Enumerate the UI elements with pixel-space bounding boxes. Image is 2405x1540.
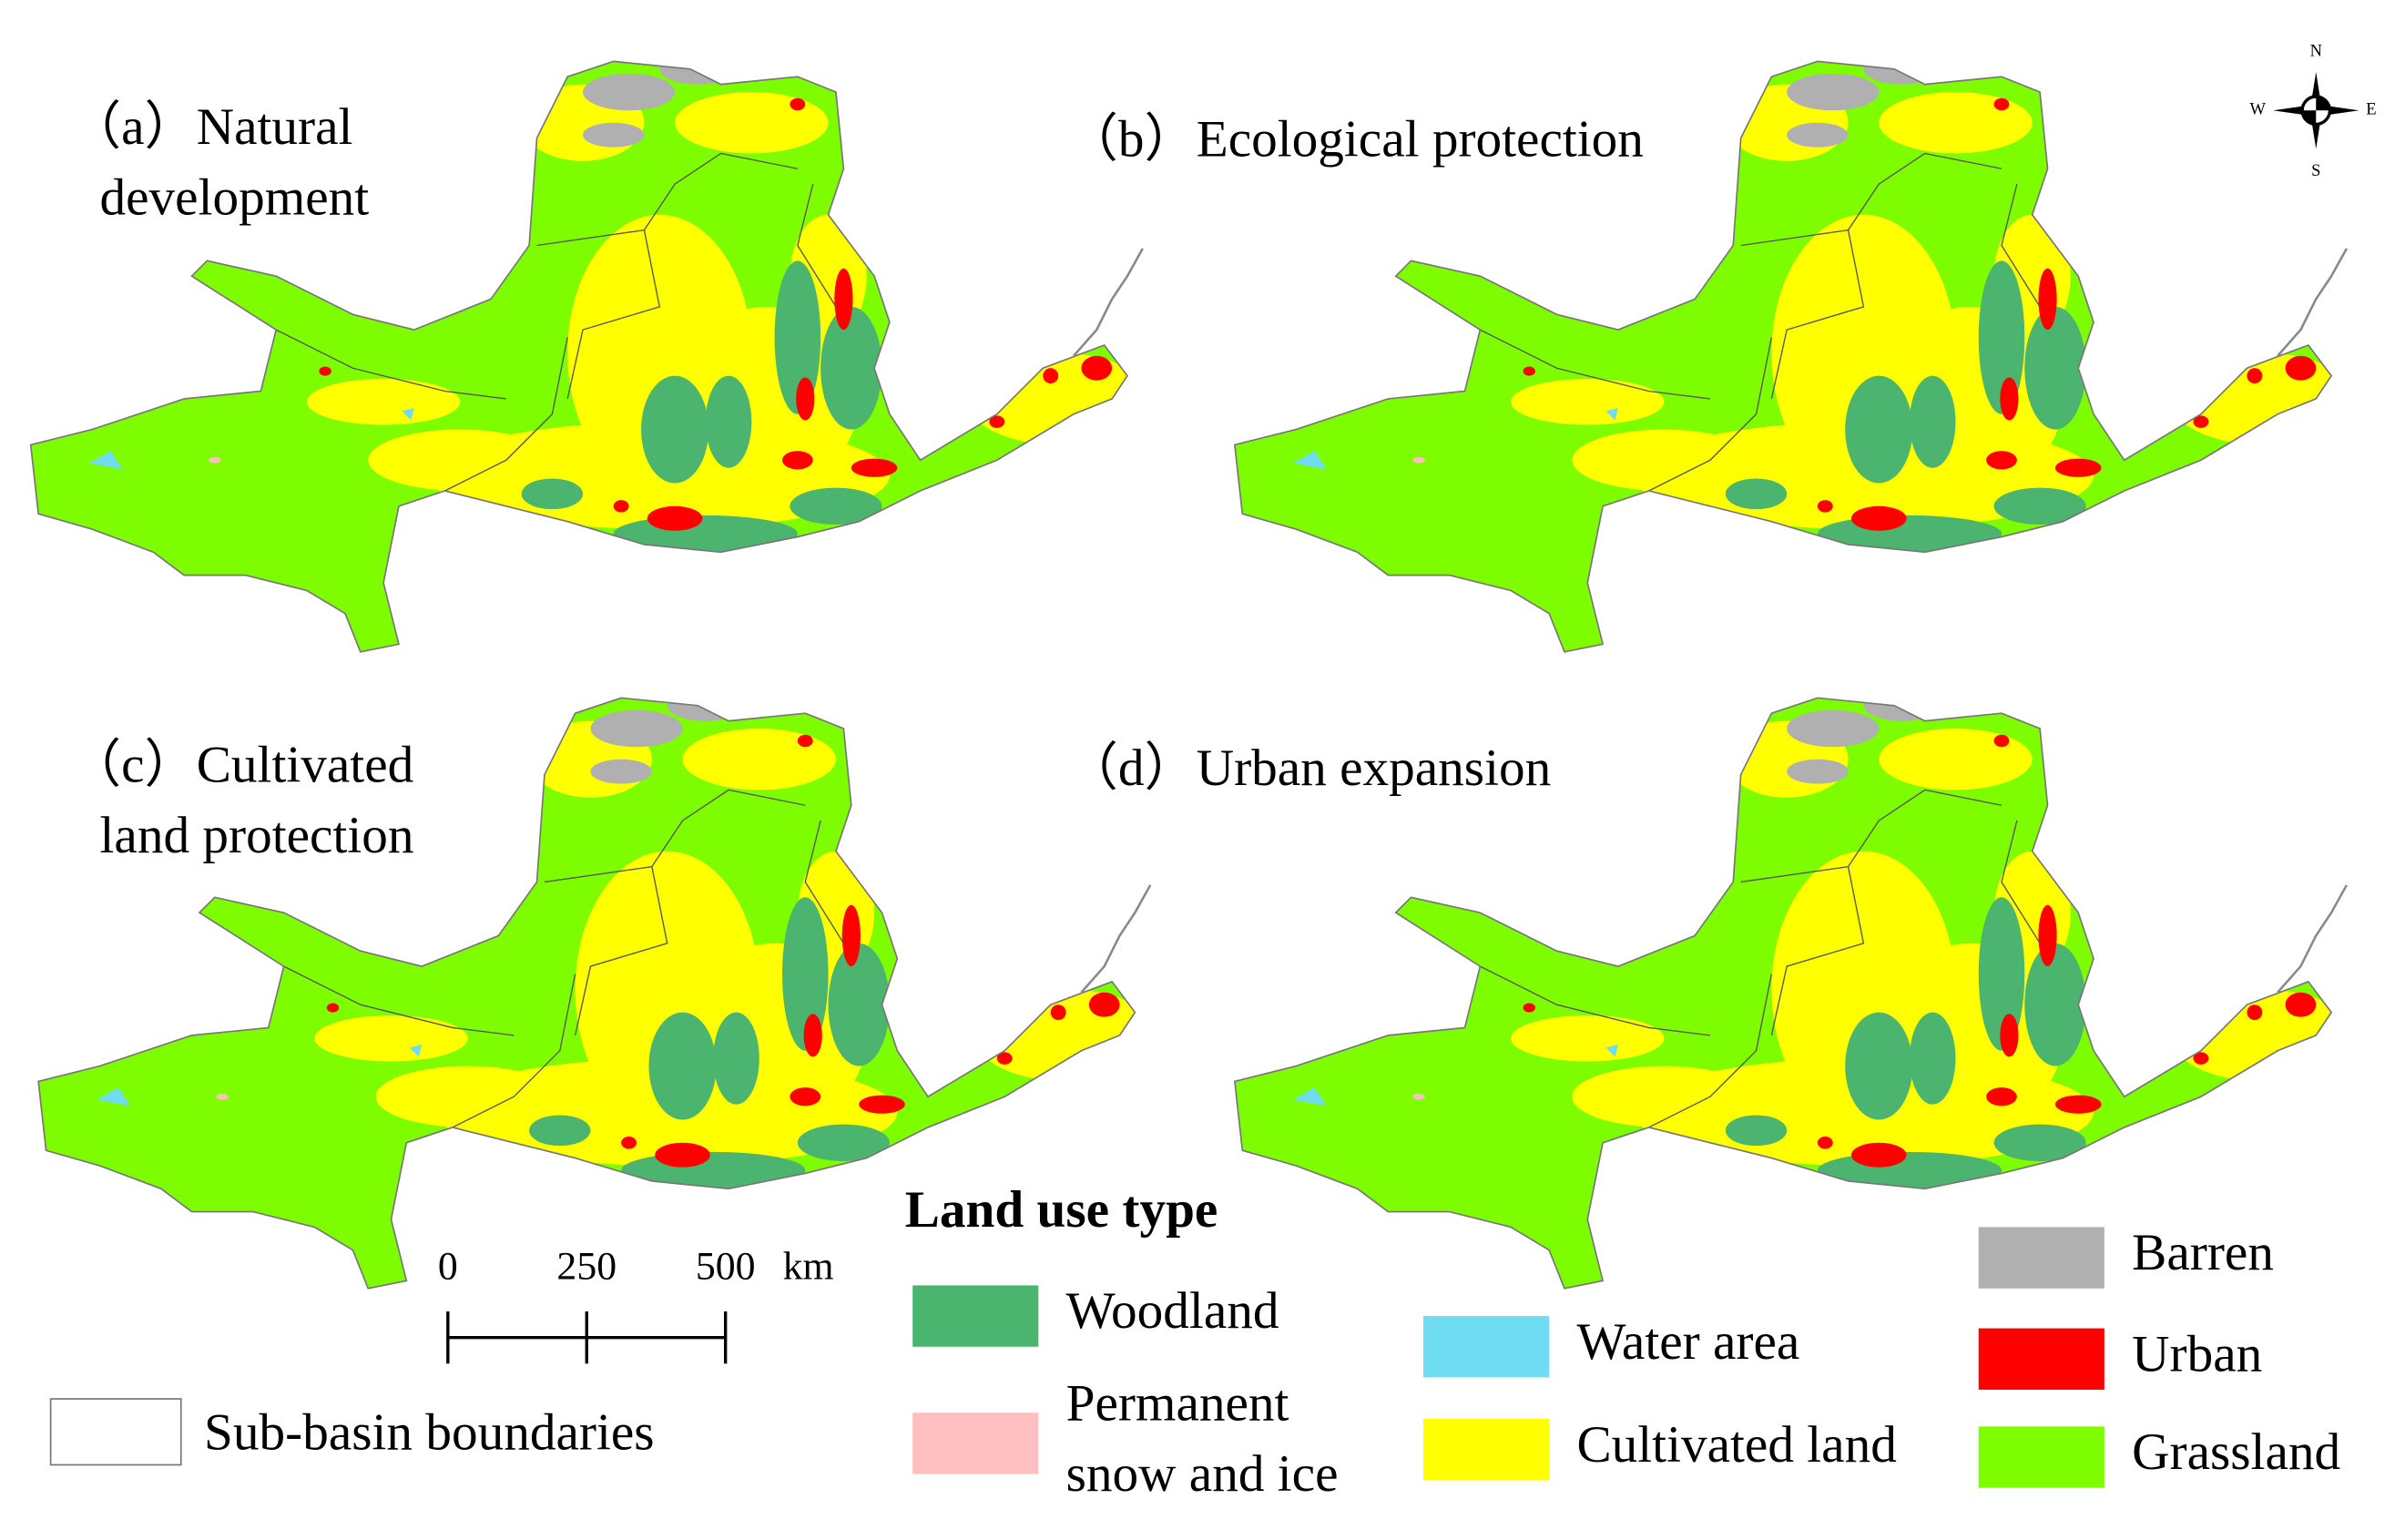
legend-swatch <box>1978 1328 2104 1390</box>
compass: N S E W <box>2250 42 2377 180</box>
scale-label: 250 <box>556 1245 617 1289</box>
compass-south: S <box>2311 161 2320 180</box>
compass-east: E <box>2366 100 2376 119</box>
legend-label: Grassland <box>2132 1423 2340 1481</box>
scale-bar: 0 250 500 km <box>438 1245 834 1364</box>
legend-label: Barren <box>2132 1224 2274 1281</box>
legend-title: Land use type <box>905 1181 1218 1239</box>
scale-label: 0 <box>438 1245 458 1289</box>
legend-label: Water area <box>1576 1313 1799 1371</box>
boundary-label: Sub-basin boundaries <box>204 1403 655 1461</box>
legend-swatch <box>912 1413 1039 1474</box>
boundary-swatch <box>49 1398 182 1466</box>
legend-swatch <box>912 1285 1039 1347</box>
map-panel-b <box>1204 0 2369 675</box>
map-panel-d <box>1204 637 2369 1311</box>
legend-label: Woodland <box>1066 1282 1279 1340</box>
compass-north: N <box>2310 42 2322 61</box>
panel-title: development <box>100 168 370 226</box>
legend-swatch <box>1978 1227 2104 1289</box>
legend-label: Permanent <box>1066 1374 1289 1432</box>
legend: Woodland Permanent snow and ice Water area C… <box>912 1224 2340 1503</box>
legend-swatch <box>1423 1316 1550 1378</box>
compass-west: W <box>2250 100 2267 119</box>
panel-title: land protection <box>100 807 414 864</box>
legend-label: snow and ice <box>1066 1445 1339 1503</box>
panel-title: （d）Urban expansion <box>1066 739 1552 797</box>
legend-label: Cultivated land <box>1576 1416 1896 1474</box>
legend-swatch <box>1978 1426 2104 1488</box>
panel-title: （b）Ecological protection <box>1066 110 1644 168</box>
panel-title: （a）Natural <box>69 98 353 156</box>
scale-unit: km <box>783 1245 834 1289</box>
legend-label: Urban <box>2132 1325 2262 1382</box>
scale-label: 500 <box>696 1245 756 1289</box>
legend-swatch <box>1423 1418 1550 1481</box>
panel-title: （c）Cultivated <box>69 737 413 794</box>
panel-titles: （a）Natural development （b）Ecological prote… <box>69 98 1644 864</box>
